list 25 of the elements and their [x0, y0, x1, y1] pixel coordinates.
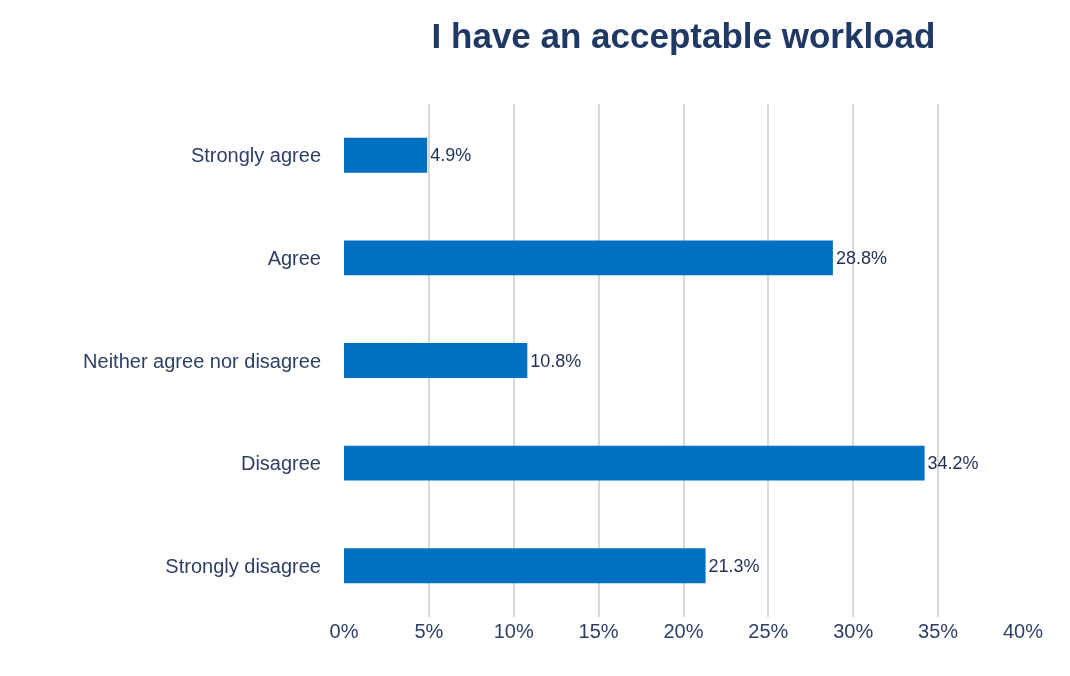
x-tick-label: 20%	[663, 620, 704, 642]
x-tick-label: 15%	[578, 620, 619, 642]
y-tick-label: Strongly agree	[190, 144, 321, 167]
x-tick-label: 10%	[493, 620, 534, 642]
y-tick-label: Neither agree nor disagree	[83, 349, 321, 372]
data-label: 10.8%	[530, 350, 582, 371]
y-tick-label: Strongly disagree	[165, 554, 321, 577]
bar	[344, 343, 528, 378]
x-tick-label: 5%	[414, 620, 444, 642]
chart-title: I have an acceptable workload	[431, 16, 936, 56]
data-label: 4.9%	[430, 145, 472, 166]
bar	[344, 445, 925, 481]
y-tick-label: Disagree	[240, 452, 321, 475]
data-label: 34.2%	[927, 453, 979, 474]
x-tick-label: 0%	[329, 620, 359, 642]
bar	[344, 240, 833, 276]
data-label: 21.3%	[708, 555, 760, 576]
x-tick-label: 35%	[918, 620, 959, 642]
y-tick-label: Agree	[267, 246, 321, 269]
data-label: 28.8%	[835, 247, 887, 268]
x-tick-label: 25%	[748, 620, 789, 642]
bar	[344, 137, 428, 173]
x-tick-label: 40%	[1002, 620, 1044, 642]
bar	[344, 548, 706, 584]
x-tick-label: 30%	[833, 620, 874, 642]
